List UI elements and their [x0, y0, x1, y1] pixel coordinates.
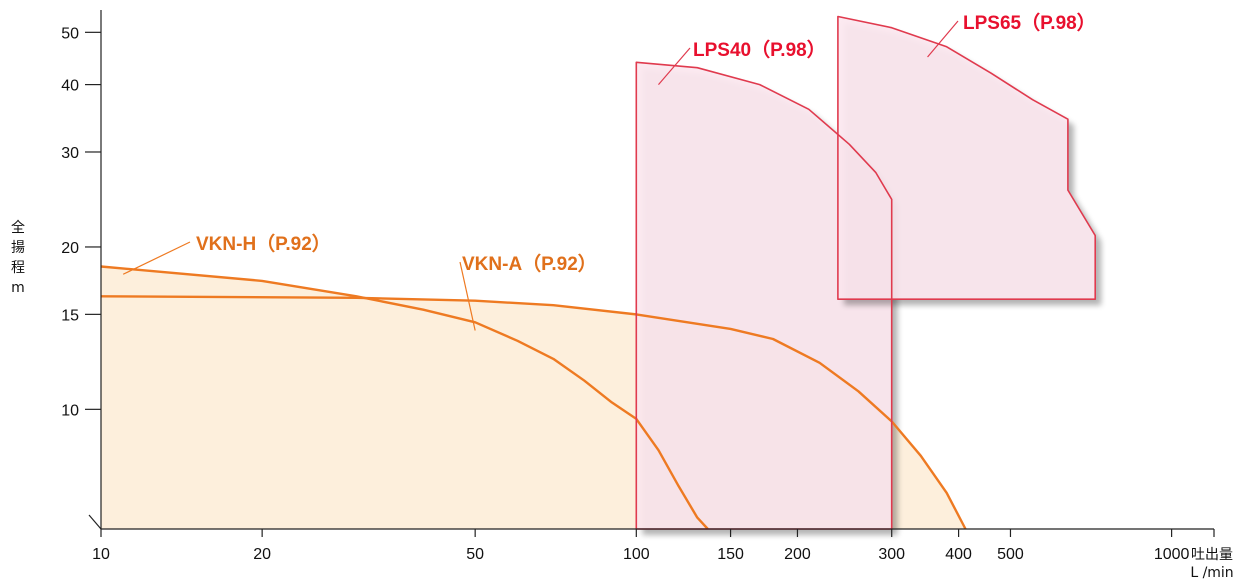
y-axis-label-char: 程 — [11, 260, 25, 276]
y-tick-label-30: 30 — [61, 145, 79, 162]
x-axis-label: 吐出量 L /min — [1190, 547, 1233, 581]
series-line-4 — [837, 15, 1096, 300]
series-label-2: VKN-A（P.92） — [462, 252, 597, 275]
x-axis-unit: L /min — [1190, 565, 1233, 581]
annotations: VKN-H（P.92） VKN-A（P.92） LPS40（P.98） LPS65（P… — [122, 11, 1096, 331]
x-tick-label-500: 500 — [997, 546, 1024, 563]
series-line-2 — [100, 295, 967, 530]
x-tick-label-400: 400 — [945, 546, 972, 563]
axes: 10 20 50 100 150 200 300 400 500 1000 10 15 20 30 40 50 — [61, 10, 1215, 563]
x-tick-label-1000: 1000 — [1154, 546, 1190, 563]
x-tick-label-200: 200 — [784, 546, 811, 563]
y-tick-label-50: 50 — [61, 25, 79, 42]
annotation-leader-4 — [927, 20, 959, 58]
x-tick-label-50: 50 — [466, 546, 484, 563]
annotation-leader-1 — [122, 241, 191, 275]
y-axis-label-char: 全 — [11, 219, 25, 236]
x-tick-label-10: 10 — [92, 546, 110, 563]
series-area-4 — [837, 16, 1096, 300]
x-tick-label-100: 100 — [623, 546, 650, 563]
y-axis-label-char: 揚 — [11, 239, 25, 256]
y-axis-label-char: m — [11, 280, 25, 296]
x-axis-title: 吐出量 — [1191, 547, 1233, 563]
axis-break-mark — [88, 514, 102, 530]
series-area-3 — [636, 62, 892, 530]
x-tick-label-20: 20 — [253, 546, 271, 563]
plot-lines — [100, 15, 1096, 530]
x-tick-label-300: 300 — [878, 546, 905, 563]
y-tick-label-20: 20 — [61, 240, 79, 257]
annotation-leader-2 — [459, 261, 476, 331]
plot-areas — [101, 16, 1096, 530]
y-tick-label-10: 10 — [61, 402, 79, 419]
series-line-3 — [635, 61, 893, 530]
series-label-4: LPS65（P.98） — [963, 11, 1096, 34]
annotation-leader-3 — [658, 47, 691, 85]
y-tick-label-15: 15 — [61, 307, 79, 324]
y-tick-label-40: 40 — [61, 78, 79, 95]
series-label-1: VKN-H（P.92） — [196, 232, 331, 255]
x-tick-label-150: 150 — [717, 546, 744, 563]
series-label-3: LPS40（P.98） — [693, 38, 826, 61]
